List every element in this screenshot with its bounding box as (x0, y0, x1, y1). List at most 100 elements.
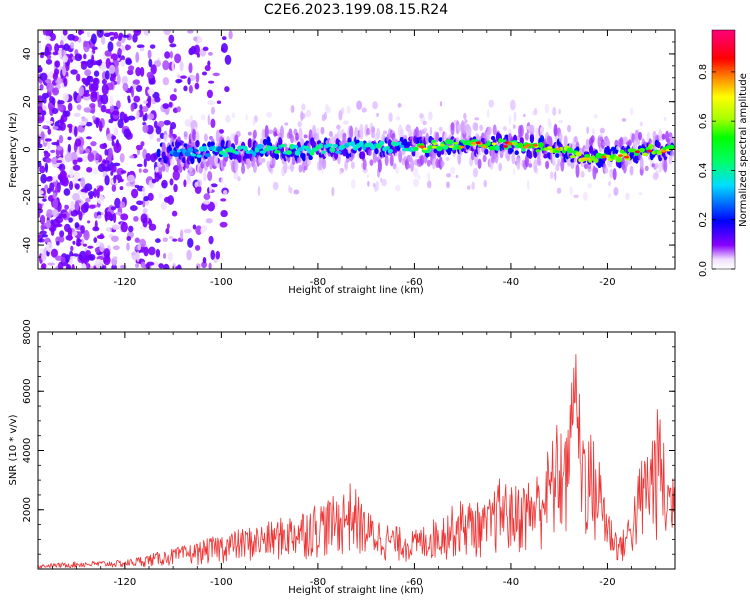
ridge-halo (590, 135, 595, 143)
noise-blob (56, 241, 60, 246)
noise-blob (73, 91, 78, 100)
noise-blob (87, 220, 91, 224)
noise-blob (39, 83, 44, 91)
noise-blob (123, 128, 131, 138)
noise-blob (203, 170, 207, 182)
noise-blob (512, 124, 516, 129)
spectrogram-x-tick-label: -60 (406, 277, 422, 288)
noise-blob (76, 237, 81, 247)
noise-blob (331, 186, 335, 197)
noise-blob (171, 210, 178, 217)
noise-blob (58, 47, 62, 59)
ridge-band (514, 150, 519, 156)
noise-blob (66, 264, 71, 269)
noise-blob (112, 245, 120, 251)
noise-blob (218, 129, 225, 134)
noise-blob (119, 201, 126, 209)
ridge-core (387, 148, 394, 154)
noise-blob (70, 151, 78, 162)
ridge-band (347, 137, 352, 144)
noise-blob (112, 256, 118, 260)
colorbar-tick-label: 0.6 (698, 113, 709, 129)
noise-blob (85, 197, 91, 203)
ridge-halo (303, 134, 308, 139)
noise-blob (146, 71, 154, 79)
noise-blob (52, 198, 59, 210)
noise-blob (599, 127, 605, 134)
noise-blob (204, 64, 211, 72)
noise-blob (44, 237, 50, 243)
noise-blob (395, 167, 400, 175)
ridge-halo (296, 156, 301, 164)
noise-blob (163, 119, 171, 126)
ridge-halo (298, 127, 303, 142)
ridge-core (639, 147, 645, 153)
noise-blob (196, 52, 200, 58)
noise-blob (466, 185, 471, 190)
noise-blob (96, 234, 105, 239)
ridge-halo (322, 158, 327, 170)
noise-blob (44, 184, 49, 190)
ridge-core (358, 140, 364, 147)
noise-blob (51, 97, 56, 106)
noise-blob (127, 115, 136, 121)
noise-blob (88, 204, 96, 209)
noise-blob (193, 36, 198, 42)
noise-blob (97, 100, 102, 108)
noise-blob (47, 128, 52, 135)
ridge-core (506, 144, 512, 149)
ridge-halo (426, 159, 431, 167)
noise-blob (200, 114, 206, 121)
ridge-halo (384, 154, 389, 166)
ridge-core (495, 145, 500, 151)
noise-blob (194, 245, 201, 251)
noise-blob (140, 141, 145, 147)
noise-blob (113, 31, 119, 40)
noise-blob (379, 177, 383, 183)
noise-blob (78, 211, 83, 221)
noise-blob (173, 88, 177, 93)
noise-blob (608, 193, 611, 199)
ridge-halo (580, 170, 585, 178)
noise-blob (225, 114, 231, 123)
noise-blob (55, 255, 63, 261)
noise-blob (297, 121, 302, 128)
ridge-band (278, 137, 283, 147)
noise-blob (39, 214, 46, 225)
noise-blob (80, 177, 86, 188)
ridge-band (406, 141, 411, 148)
noise-blob (87, 152, 95, 162)
ridge-core (202, 145, 208, 152)
ridge-peak (491, 142, 497, 146)
noise-blob (186, 249, 192, 261)
noise-blob (220, 198, 227, 202)
noise-blob (202, 257, 207, 264)
noise-blob (622, 136, 628, 145)
noise-blob (70, 69, 78, 75)
noise-blob (208, 184, 213, 193)
noise-blob (162, 237, 168, 242)
ridge-core (234, 151, 240, 155)
noise-blob (446, 181, 450, 189)
noise-blob (126, 235, 132, 241)
noise-blob (83, 107, 92, 113)
ridge-halo (165, 163, 170, 173)
ridge-halo (176, 136, 181, 143)
ridge-halo (524, 132, 529, 141)
noise-blob (350, 179, 356, 189)
noise-blob (119, 153, 125, 163)
noise-blob (305, 109, 312, 118)
noise-blob (210, 249, 216, 261)
ridge-core (350, 141, 356, 147)
noise-blob (162, 252, 167, 259)
noise-blob (569, 186, 573, 196)
spectrogram-x-label: Height of straight line (km) (288, 285, 424, 296)
ridge-halo (440, 160, 445, 167)
noise-blob (101, 78, 107, 85)
noise-blob (57, 44, 66, 49)
ridge-core (190, 153, 197, 157)
noise-blob (245, 114, 248, 121)
ridge-peak (448, 145, 454, 149)
ridge-peak (618, 154, 624, 157)
ridge-halo (295, 132, 300, 141)
